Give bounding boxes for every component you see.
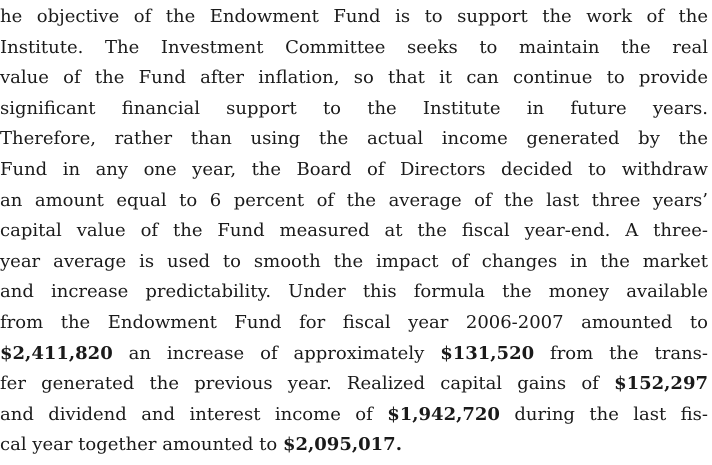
text-line: from the Endowment Fund for fiscal year … <box>0 308 708 339</box>
text-run: and dividend and interest income of <box>0 403 388 425</box>
text-run: and increase predictability. Under this … <box>0 281 708 303</box>
text-line: Fund in any one year, the Board of Direc… <box>0 155 708 186</box>
text-run: Therefore, rather than using the actual … <box>0 128 708 150</box>
text-run: an amount equal to 6 percent of the aver… <box>0 189 708 211</box>
text-run: from the trans- <box>534 342 709 364</box>
text-run: an increase of approximately <box>112 342 441 364</box>
text-run: value of the Fund after inflation, so th… <box>0 67 708 89</box>
text-run: Institute. The Investment Committee seek… <box>0 36 708 58</box>
text-line: significant financial support to the Ins… <box>0 94 708 125</box>
text-line: $2,411,820 an increase of approximately … <box>0 339 708 370</box>
text-line: and dividend and interest income of $1,9… <box>0 400 708 431</box>
bold-amount: $1,942,720 <box>387 403 500 425</box>
text-line: Institute. The Investment Committee seek… <box>0 33 708 64</box>
text-run: significant financial support to the Ins… <box>0 97 708 119</box>
bold-amount: $131,520 <box>440 342 535 364</box>
bold-amount: $2,411,820 <box>0 342 113 364</box>
text-line: fer generated the previous year. Realize… <box>0 369 708 400</box>
text-run: Fund in any one year, the Board of Direc… <box>0 158 708 180</box>
text-line: he objective of the Endowment Fund is to… <box>0 2 708 33</box>
text-line: year average is used to smooth the impac… <box>0 247 708 278</box>
text-line: Therefore, rather than using the actual … <box>0 124 708 155</box>
bold-amount: $152,297 <box>614 373 708 395</box>
text-run: year average is used to smooth the impac… <box>0 250 708 272</box>
text-line: an amount equal to 6 percent of the aver… <box>0 186 708 217</box>
text-run: capital value of the Fund measured at th… <box>0 220 708 242</box>
text-line: cal year together amounted to $2,095,017… <box>0 430 708 461</box>
text-run: fer generated the previous year. Realize… <box>0 373 615 395</box>
bold-amount: $2,095,017. <box>282 434 402 456</box>
text-line: and increase predictability. Under this … <box>0 277 708 308</box>
text-run: he objective of the Endowment Fund is to… <box>0 6 708 27</box>
text-run: cal year together amounted to <box>0 434 283 456</box>
text-run: during the last fis- <box>499 403 708 425</box>
text-line: value of the Fund after inflation, so th… <box>0 63 708 94</box>
text-run: from the Endowment Fund for fiscal year … <box>0 311 708 333</box>
text-line: capital value of the Fund measured at th… <box>0 216 708 247</box>
